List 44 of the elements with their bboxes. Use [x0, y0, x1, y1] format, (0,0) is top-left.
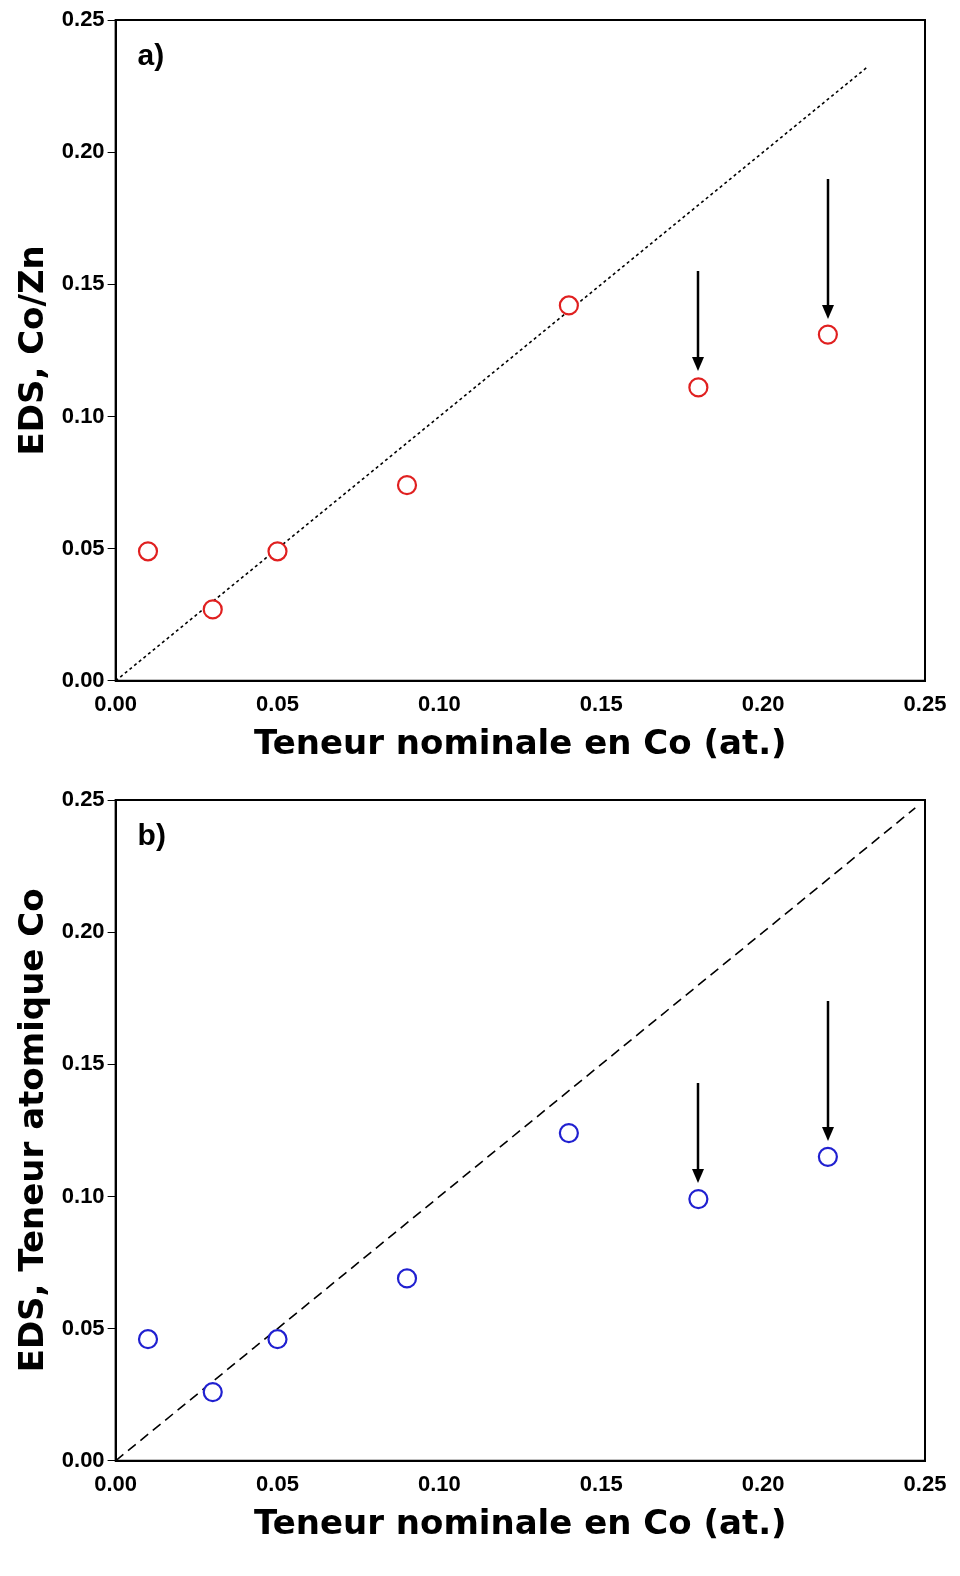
y-axis-title: EDS, Teneur atomique Co	[11, 888, 52, 1373]
y-axis-title: EDS, Co/Zn	[11, 245, 52, 456]
x-axis-title: Teneur nominale en Co (at.)	[254, 722, 787, 763]
x-tick-label: 0.00	[94, 1471, 138, 1497]
y-tick-label: 0.20	[61, 918, 105, 944]
point	[558, 295, 579, 316]
point	[558, 1122, 579, 1144]
point	[137, 1329, 159, 1350]
point	[817, 324, 838, 345]
y-tick-label: 0.00	[61, 1446, 105, 1472]
x-tick-label: 0.05	[256, 691, 299, 717]
x-tick-label: 0.15	[579, 691, 623, 717]
x-tick-label: 0.20	[741, 691, 785, 717]
point	[267, 1329, 288, 1350]
y-tick-label: 0.10	[61, 1182, 105, 1208]
annotation: b)	[137, 818, 166, 852]
y-tick-label: 0.05	[61, 534, 105, 560]
x-tick-label: 0.15	[579, 1471, 623, 1497]
x-axis-title: Teneur nominale en Co (at.)	[254, 1502, 787, 1543]
y-tick-label: 0.25	[61, 786, 105, 812]
point	[396, 475, 418, 496]
point	[396, 1268, 418, 1289]
x-tick-label: 0.10	[417, 691, 461, 717]
point	[688, 377, 709, 398]
y-tick-label: 0.15	[61, 1050, 105, 1076]
y-tick-label: 0.10	[61, 402, 105, 428]
y-tick-label: 0.05	[61, 1314, 105, 1340]
point	[688, 1189, 709, 1210]
x-tick-label: 0.00	[94, 691, 138, 717]
point	[202, 599, 223, 620]
y-tick-label: 0.15	[61, 270, 105, 296]
point	[202, 1381, 223, 1403]
annotation: a)	[137, 38, 165, 72]
x-tick-label: 0.05	[256, 1471, 299, 1497]
y-tick-label: 0.25	[61, 6, 105, 32]
point	[817, 1146, 838, 1167]
y-tick-label: 0.00	[61, 666, 105, 692]
y-tick-label: 0.20	[61, 138, 105, 164]
point	[267, 541, 288, 562]
x-tick-label: 0.20	[741, 1471, 785, 1497]
x-tick-label: 0.25	[903, 691, 947, 717]
x-tick-label: 0.10	[417, 1471, 461, 1497]
point	[137, 541, 159, 562]
x-tick-label: 0.25	[903, 1471, 947, 1497]
